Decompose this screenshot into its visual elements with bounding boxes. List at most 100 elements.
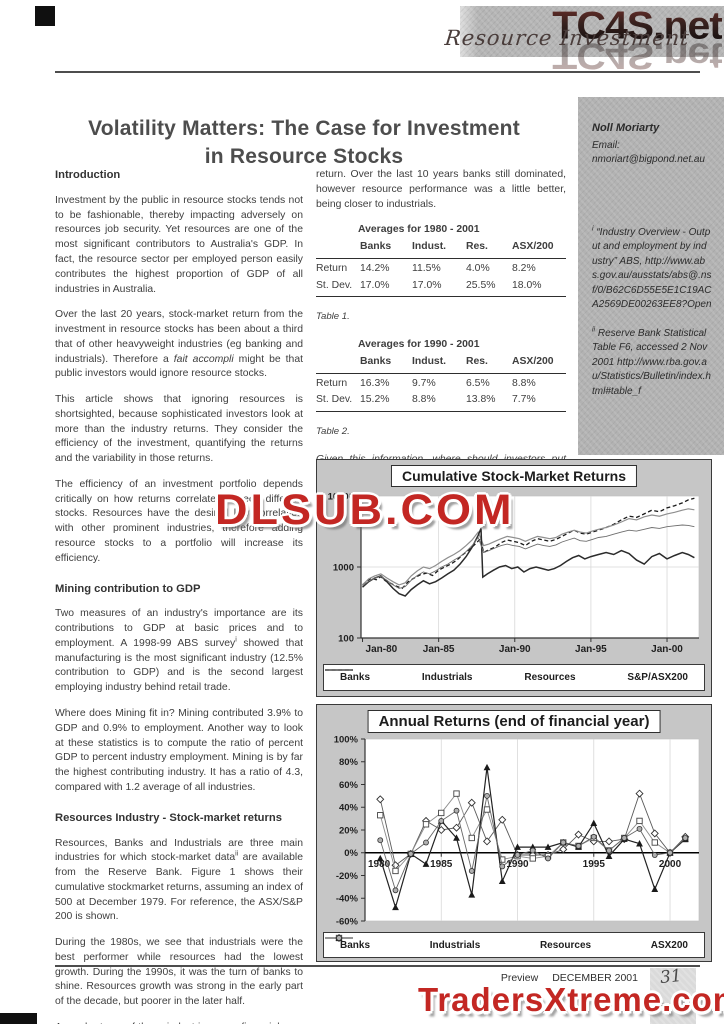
table-cell: 13.8% (466, 394, 496, 406)
legend-item: Resources (325, 669, 576, 683)
paragraph: Where does Mining fit in? Mining contrib… (55, 708, 303, 793)
table-cell: 15.2% (360, 394, 390, 406)
table-cell: 8.2% (512, 262, 536, 274)
column-header: Indust. (412, 241, 447, 253)
legend-item: Industrials (325, 669, 473, 683)
column-header: Res. (466, 355, 488, 367)
table-rule (316, 257, 566, 259)
svg-text:-40%: -40% (336, 894, 359, 905)
svg-text:60%: 60% (339, 780, 359, 791)
chart-title: Annual Returns (end of financial year) (367, 710, 661, 733)
footnote-marker: ii (592, 326, 596, 334)
registration-mark-bottom (0, 1013, 37, 1024)
table-cell: 8.8% (412, 394, 436, 406)
svg-text:Jan-80: Jan-80 (366, 644, 398, 655)
svg-text:20%: 20% (339, 825, 359, 836)
svg-text:1980: 1980 (368, 859, 391, 870)
svg-text:Jan-95: Jan-95 (575, 644, 607, 655)
paragraph-text: Resources, Banks and Industrials are thr… (55, 837, 303, 864)
legend-label: ASX200 (650, 939, 688, 951)
registration-mark-top (35, 6, 55, 26)
author-name: Noll Moriarty (592, 122, 660, 134)
svg-text:-20%: -20% (336, 871, 359, 882)
svg-text:Jan-90: Jan-90 (499, 644, 531, 655)
legend-item: Industrials (325, 934, 481, 951)
publication-title: Resource Investment (443, 26, 691, 50)
column-header: Banks (360, 355, 392, 367)
header-divider (55, 71, 700, 73)
table-cell: 17.0% (412, 279, 442, 291)
legend-label: Industrials (429, 939, 481, 951)
svg-text:2000: 2000 (659, 859, 682, 870)
svg-text:1995: 1995 (583, 859, 606, 870)
footnote-marker: i (592, 225, 594, 233)
page-number-strip (650, 968, 696, 1024)
svg-text:100%: 100% (334, 734, 359, 745)
footnote-1: i “Industry Overview - Output and employ… (592, 226, 712, 313)
paragraph-text: might be that public investors would ign… (55, 353, 303, 380)
table-cell: 17.0% (360, 279, 390, 291)
table-title: Averages for 1980 - 2001 (358, 224, 480, 236)
section-heading-mining: Mining contribution to GDP (55, 582, 201, 595)
legend-label: Banks (340, 939, 371, 951)
article-title-line2: in Resource Stocks (204, 145, 404, 169)
footnote-text: Reserve Bank Statistical Table F6, acces… (592, 327, 711, 397)
legend-item: ASX200 (325, 935, 688, 951)
svg-text:100: 100 (338, 633, 354, 644)
row-label: Return (316, 262, 348, 274)
table-rule (316, 372, 566, 374)
cumulative-returns-plot: 10000 1000 100 Jan-80 Jan-85 Jan-90 Jan-95 Jan-… (328, 491, 700, 655)
row-label: St. Dev. (316, 394, 353, 406)
middle-column: return. Over the last 10 years banks sti… (316, 168, 566, 508)
legend-item: S&P/ASX200 (325, 669, 688, 683)
row-label: St. Dev. (316, 279, 353, 291)
svg-text:1985: 1985 (430, 859, 453, 870)
tc4s-watermark: TC4S.net (552, 2, 723, 48)
figure-2-annual-returns-chart: Annual Returns (end of financial year) 1… (316, 704, 712, 962)
table-cell: 16.3% (360, 377, 390, 389)
row-label: Return (316, 377, 348, 389)
table-cell: 7.7% (512, 394, 536, 406)
footnote-ref: ii (235, 850, 239, 858)
table-cell: 11.5% (412, 262, 441, 274)
footnote-ref: i (235, 636, 237, 644)
legend-label: Industrials (421, 672, 473, 683)
table-cell: 9.7% (412, 377, 436, 389)
section-heading-resources: Resources Industry - Stock-market return… (55, 811, 282, 824)
table-cell: 14.2% (360, 262, 390, 274)
legend-label: S&P/ASX200 (627, 672, 688, 683)
footer-issue-date: DECEMBER 2001 (552, 972, 638, 984)
column-header: ASX/200 (512, 355, 554, 367)
paragraph: This article shows that ignoring resourc… (55, 394, 303, 465)
paragraph: Annual returns of these industries, on a… (55, 1021, 303, 1024)
table-cell: 8.8% (512, 377, 536, 389)
svg-text:Jan-00: Jan-00 (651, 644, 683, 655)
column-header: ASX/200 (512, 241, 554, 253)
table-cell: 6.5% (466, 377, 490, 389)
paragraph: Over the last 20 years, stock-market ret… (55, 308, 303, 382)
footer-text: Preview DECEMBER 2001 (501, 972, 638, 984)
paragraph-text: Over the last 20 years, stock-market ret… (55, 309, 303, 365)
paragraph: Resources, Banks and Industrials are thr… (55, 837, 303, 926)
figure-1-cumulative-returns-chart: Cumulative Stock-Market Returns 10000 100… (316, 459, 712, 697)
chart-legend: Banks Industrials Resources ASX200 (323, 932, 705, 958)
legend-item: Resources (325, 934, 591, 951)
table-rule (316, 411, 566, 413)
table-cell: 25.5% (466, 279, 496, 291)
header-banner: TC4S.net TC4S.net Resource Investment (444, 2, 724, 77)
svg-text:-60%: -60% (336, 916, 359, 927)
svg-text:40%: 40% (339, 803, 359, 814)
svg-text:0%: 0% (344, 848, 358, 859)
table-cell: 18.0% (512, 279, 542, 291)
paragraph-text: Two measures of an industry's importance… (55, 608, 303, 649)
table-corner (316, 355, 360, 370)
dlsub-watermark: DLSUB.COM (215, 485, 515, 534)
footer-divider (55, 965, 700, 967)
chart-title: Cumulative Stock-Market Returns (390, 465, 638, 487)
article-title: Volatility Matters: The Case for Investm… (58, 115, 550, 172)
paragraph: During the 1980s, we see that industrial… (55, 937, 303, 1008)
footnote-text: “Industry Overview - Output and employme… (592, 226, 712, 311)
table-grid: Banks Indust. Res. ASX/200 Return 16.3% … (316, 355, 566, 413)
legend-sample (325, 935, 353, 941)
italic-phrase: fait accompli (173, 353, 234, 365)
